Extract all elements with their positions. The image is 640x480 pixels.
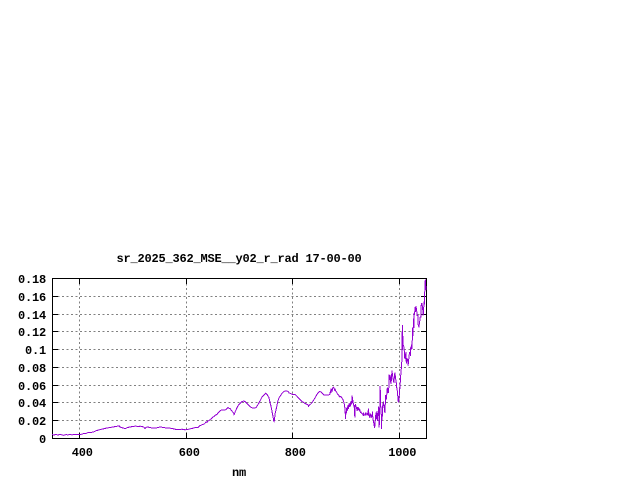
svg-text:0.14: 0.14 <box>18 309 46 323</box>
svg-text:0.12: 0.12 <box>18 326 46 340</box>
svg-text:0: 0 <box>39 433 46 447</box>
svg-text:nm: nm <box>232 466 246 480</box>
svg-text:0.06: 0.06 <box>18 380 46 394</box>
svg-text:0.02: 0.02 <box>18 415 46 429</box>
svg-text:1000: 1000 <box>388 446 416 460</box>
svg-text:0.16: 0.16 <box>18 291 46 305</box>
svg-text:0.08: 0.08 <box>18 362 46 376</box>
svg-text:sr_2025_362_MSE__y02_r_rad 17-: sr_2025_362_MSE__y02_r_rad 17-00-00 <box>116 252 361 266</box>
svg-text:400: 400 <box>72 446 93 460</box>
svg-text:800: 800 <box>285 446 306 460</box>
svg-text:0.04: 0.04 <box>18 397 46 411</box>
svg-text:0.18: 0.18 <box>18 273 46 287</box>
svg-text:0.1: 0.1 <box>25 344 46 358</box>
svg-text:600: 600 <box>179 446 200 460</box>
